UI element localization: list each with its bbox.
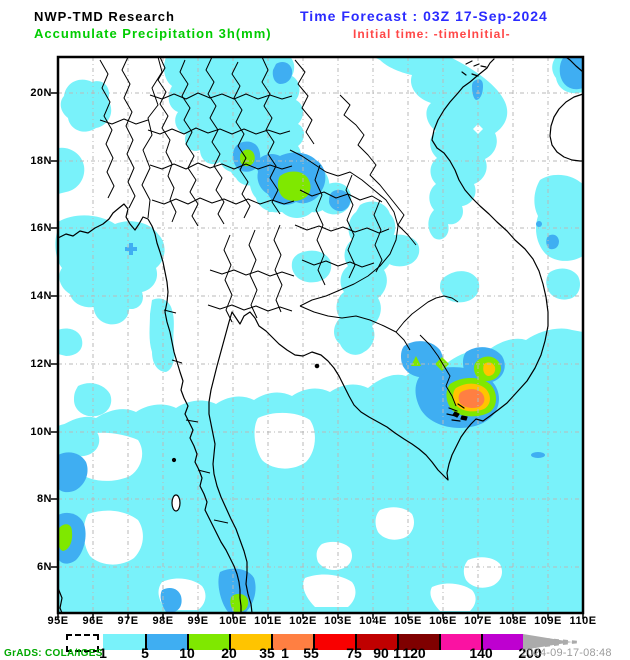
- colorbar-tick-label: 75: [346, 645, 362, 660]
- precip-band-1-5mm: [55, 57, 583, 613]
- lon-tick-label: 107E: [464, 615, 492, 627]
- lon-tick-label: 96E: [82, 615, 104, 627]
- colorbar-below-minimum-box: [66, 634, 99, 652]
- colorbar-segment: [397, 634, 439, 650]
- colorbar-tick-label: 140: [469, 645, 493, 660]
- lat-tick-label: 20N: [30, 87, 52, 99]
- country-province-borders: [99, 56, 459, 524]
- lon-tick-label: 105E: [394, 615, 422, 627]
- colorbar-tick-label: 35: [259, 645, 275, 660]
- lon-tick-label: 106E: [429, 615, 457, 627]
- map-frame: [56, 55, 585, 615]
- lat-tick-label: 8N: [36, 493, 52, 505]
- colorbar-segment: [103, 634, 145, 650]
- colorbar-tick-label: 200: [518, 645, 542, 660]
- creation-timestamp: 2024-09-17-08:48: [521, 647, 612, 659]
- colorbar: [103, 634, 523, 650]
- lat-tick-label: 6N: [36, 561, 52, 573]
- colorbar-segment: [439, 634, 481, 650]
- initial-time-title: Initial time: -timeInitial-: [353, 27, 511, 41]
- colorbar-tick-label: 1: [393, 645, 401, 660]
- axis-tick-marks: [51, 92, 584, 619]
- lon-tick-label: 104E: [359, 615, 387, 627]
- lat-tick-label: 16N: [30, 222, 52, 234]
- colorbar-segment: [355, 634, 397, 650]
- lon-tick-label: 100E: [219, 615, 247, 627]
- lon-tick-label: 101E: [254, 615, 282, 627]
- lon-tick-label: 97E: [117, 615, 139, 627]
- white-hole: [473, 124, 483, 134]
- degree-gridlines: [58, 57, 583, 613]
- lon-tick-label: 98E: [152, 615, 174, 627]
- lon-tick-label: 109E: [534, 615, 562, 627]
- colorbar-segment: [481, 634, 523, 650]
- coastline: [57, 56, 584, 614]
- lon-tick-label: 110E: [569, 615, 597, 627]
- lon-tick-label: 108E: [499, 615, 527, 627]
- colorbar-segment: [145, 634, 187, 650]
- colorbar-tick-label: 20: [221, 645, 237, 660]
- precip-band-35-55mm: [458, 389, 485, 408]
- colorbar-tick-label: 5: [141, 645, 149, 660]
- grads-credit: GrADS: COLA/IGES: [4, 648, 103, 659]
- colorbar-tick-label: 90: [373, 645, 389, 660]
- lon-tick-label: 99E: [187, 615, 209, 627]
- model-title: NWP-TMD Research: [34, 9, 175, 24]
- lat-tick-label: 10N: [30, 426, 52, 438]
- colorbar-overflow-arrow: [523, 634, 581, 650]
- colorbar-tick-label: 1: [281, 645, 289, 660]
- lat-tick-label: 14N: [30, 290, 52, 302]
- colorbar-tick-label: 55: [303, 645, 319, 660]
- colorbar-segment: [313, 634, 355, 650]
- colorbar-tick-label: 10: [179, 645, 195, 660]
- lon-tick-label: 95E: [47, 615, 69, 627]
- forecast-time-title: Time Forecast : 03Z 17-Sep-2024: [300, 8, 548, 24]
- colorbar-tick-label: 1: [99, 645, 107, 660]
- lon-tick-label: 102E: [289, 615, 317, 627]
- colorbar-segment: [271, 634, 313, 650]
- colorbar-segment: [229, 634, 271, 650]
- lat-tick-label: 12N: [30, 358, 52, 370]
- lon-tick-label: 103E: [324, 615, 352, 627]
- colorbar-segment: [187, 634, 229, 650]
- lat-tick-label: 18N: [30, 155, 52, 167]
- product-title: Accumulate Precipitation 3h(mm): [34, 26, 272, 41]
- colorbar-tick-label: 120: [402, 645, 426, 660]
